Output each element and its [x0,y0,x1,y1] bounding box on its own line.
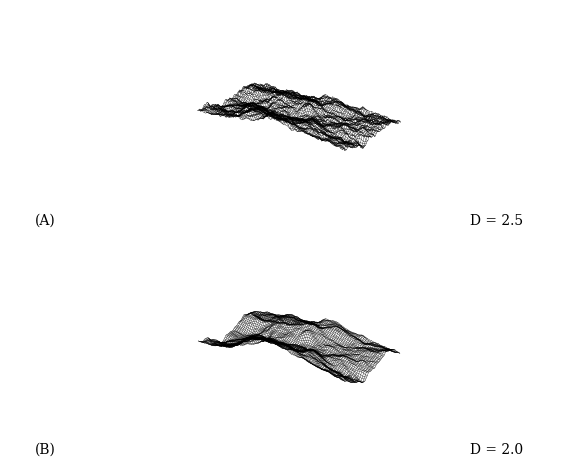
Text: (B): (B) [35,443,56,457]
Text: D = 2.5: D = 2.5 [470,213,523,227]
Text: (A): (A) [35,213,56,227]
Text: D = 2.0: D = 2.0 [470,443,523,457]
